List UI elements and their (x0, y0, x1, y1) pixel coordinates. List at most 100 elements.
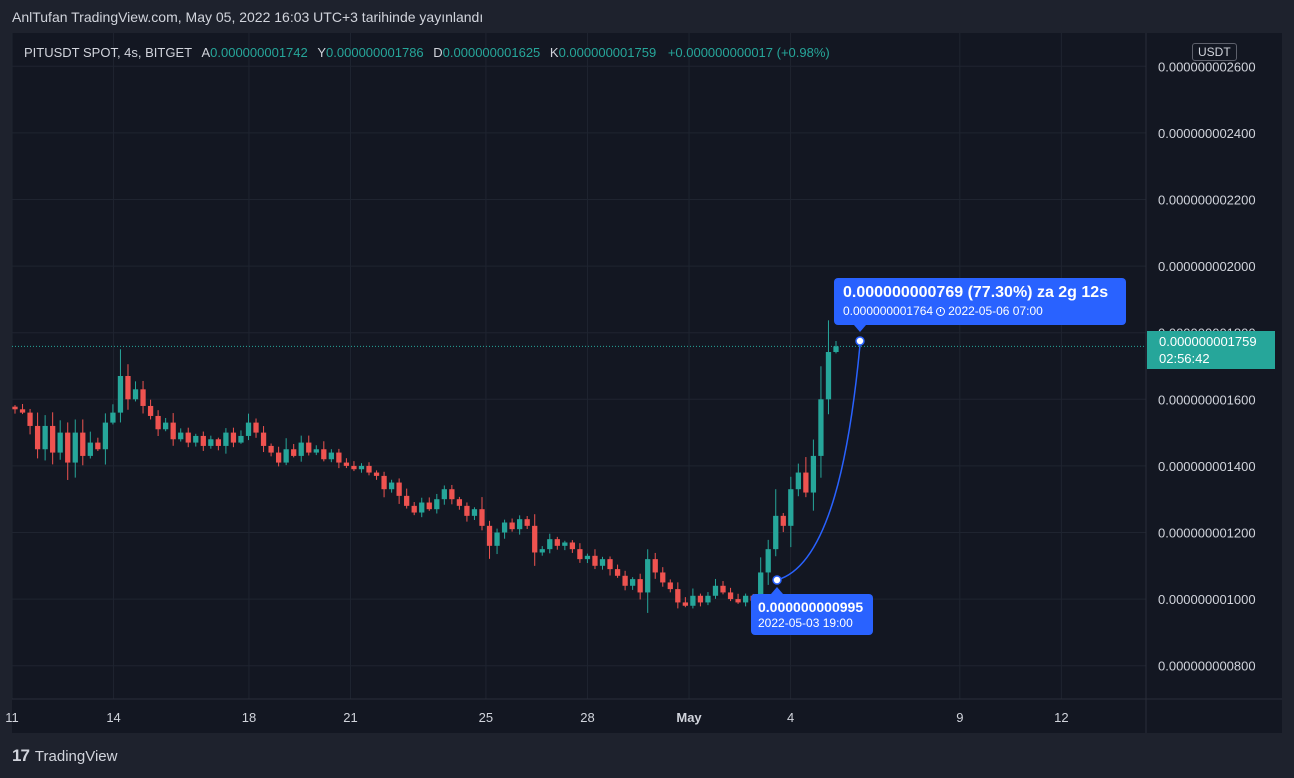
candle-body (517, 519, 523, 530)
y-tick-label: 0.000000002600 (1158, 59, 1256, 74)
candle-body (110, 412, 116, 423)
candle-body (456, 499, 463, 506)
candle-body (705, 595, 711, 603)
candle-body (193, 435, 199, 443)
candle-body (381, 475, 387, 490)
x-tick-label: 14 (106, 710, 120, 725)
candle-body (773, 515, 779, 550)
measure-label-top[interactable]: 0.000000000769 (77.30%) za 2g 12s 0.0000… (834, 278, 1126, 325)
y-tick-label: 0.000000001000 (1158, 592, 1256, 607)
candle-body (57, 432, 63, 453)
measure-label-bottom[interactable]: 0.000000000995 2022-05-03 19:00 (751, 594, 873, 635)
clock-icon (936, 307, 946, 316)
chart-area[interactable] (12, 33, 1282, 733)
candle-body (351, 465, 357, 470)
candle-body (577, 549, 583, 560)
measure-end-point (855, 336, 865, 346)
candle-body (788, 489, 794, 526)
tradingview-logo-icon: 17 (12, 746, 30, 765)
candle-body (313, 449, 319, 453)
candle-body (803, 472, 809, 493)
candle-body (42, 425, 48, 450)
candle-body (833, 346, 839, 353)
tradingview-brand: TradingView (34, 747, 118, 765)
low-value: 0.000000001625 (442, 45, 541, 60)
time-axis: 11 14 18 21 25 28 May 4 9 12 (5, 710, 1068, 725)
candle-body (19, 409, 26, 413)
candle-body (223, 432, 229, 446)
candle-body (388, 482, 395, 490)
measure-curve (776, 344, 861, 581)
grid-lines (11, 33, 1146, 699)
high-value: 0.000000001786 (326, 45, 424, 60)
candle-body (509, 522, 515, 530)
candle-body (155, 415, 161, 430)
x-tick-label: 4 (787, 710, 794, 725)
ohlc-legend: PITUSDT SPOT, 4s, BITGET A0.000000001742… (24, 45, 830, 60)
y-tick-label: 0.000000001400 (1158, 459, 1256, 474)
candle-body (434, 499, 440, 510)
y-tick-label: 0.000000001600 (1158, 392, 1256, 407)
candle-body (87, 442, 93, 456)
candle-body (599, 559, 606, 566)
candle-body (614, 569, 621, 576)
candle-body (72, 432, 78, 463)
change-value: +0.000000000017 (+0.98%) (667, 45, 830, 60)
candle-body (441, 489, 447, 500)
measure-end-price: 0.000000001764 (843, 304, 934, 318)
candle-body (742, 595, 749, 603)
candle-body (547, 539, 553, 550)
measure-end-date: 2022-05-06 07:00 (948, 304, 1043, 318)
publish-info: AnlTufan TradingView.com, May 05, 2022 1… (12, 9, 484, 25)
candle-body (607, 559, 613, 570)
candle-body (682, 602, 688, 606)
high-label: Y (317, 45, 327, 60)
candle-body (373, 472, 380, 476)
candle-body (479, 509, 485, 526)
tradingview-logo[interactable]: 17 TradingView (12, 746, 117, 766)
candles (12, 320, 839, 613)
symbol-title[interactable]: PITUSDT SPOT, 4s, BITGET (24, 45, 192, 60)
candle-body (245, 422, 252, 436)
candle-body (298, 442, 304, 456)
candle-body (735, 599, 741, 603)
currency-badge[interactable]: USDT (1192, 43, 1237, 61)
candle-body (486, 525, 493, 546)
candle-body (12, 406, 18, 410)
x-tick-label: May (676, 710, 702, 725)
candle-body (396, 482, 402, 496)
candle-body (140, 389, 146, 406)
candle-body (449, 489, 455, 500)
candle-body (637, 579, 643, 593)
candle-body (27, 412, 33, 426)
last-price-tag: 0.000000001759 02:56:42 (1147, 331, 1275, 369)
measure-start-point (772, 575, 782, 585)
candle-body (230, 432, 237, 443)
candle-body (720, 585, 726, 593)
candle-body (562, 542, 568, 546)
candle-body (291, 449, 297, 456)
candle-body (215, 439, 222, 446)
candle-body (208, 439, 214, 446)
measure-change: 0.000000000769 (77.30%) za 2g 12s (843, 284, 1109, 301)
last-price-value: 0.000000001759 (1159, 334, 1257, 349)
candle-body (660, 572, 666, 583)
candle-body (366, 465, 372, 473)
candle-body (795, 472, 801, 490)
candle-body (494, 532, 500, 546)
candle-body (426, 502, 432, 510)
open-label: A (201, 45, 211, 60)
y-tick-label: 0.000000002400 (1158, 126, 1256, 141)
candle-body (163, 422, 169, 430)
candle-body (712, 585, 719, 596)
candle-body (253, 422, 259, 433)
candle-body (336, 452, 342, 463)
candle-body (321, 449, 327, 460)
candle-body (411, 505, 417, 513)
candle-body (584, 555, 591, 560)
candle-body (80, 432, 86, 456)
candle-body (622, 575, 628, 586)
candle-body (117, 375, 124, 413)
candle-body (554, 539, 560, 546)
